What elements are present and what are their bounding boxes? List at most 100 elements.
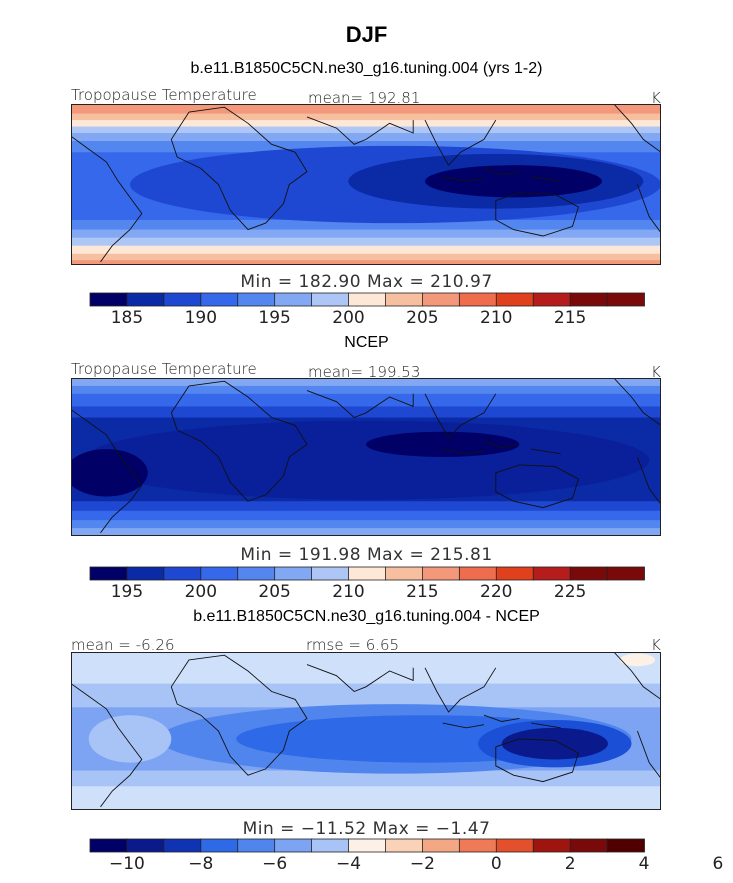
panel3-map [71, 652, 661, 810]
panel2-variable-label: Tropopause Temperature [71, 360, 257, 378]
coastline [483, 167, 520, 176]
coastline [442, 176, 485, 182]
colorbar-segment [532, 292, 572, 307]
contour-region [88, 715, 172, 763]
panel3-rmse-key: rmse = [306, 636, 361, 654]
panel3-units: K [651, 636, 661, 654]
colorbar-segment [495, 566, 535, 581]
panel1-mean-label: mean= 192.81 [308, 89, 420, 107]
colorbar-segment [126, 292, 165, 307]
panel3-mean-label: mean = -6.26 [71, 636, 174, 654]
panel3-mean-key: mean = [71, 636, 131, 654]
colorbar-tick-label: 210 [332, 582, 365, 602]
colorbar-segment [348, 566, 387, 581]
contour-region [425, 165, 602, 198]
panel1-units: K [651, 89, 661, 107]
colorbar-tick-label: 195 [110, 582, 144, 602]
coastline [636, 184, 661, 234]
colorbar-segment [311, 292, 350, 307]
colorbar-tick-label: −10 [108, 854, 145, 874]
coastline [613, 104, 661, 153]
contour-band [71, 385, 661, 395]
panel2-colorbar [89, 566, 645, 581]
colorbar-segment [606, 838, 645, 853]
coastline [613, 378, 661, 426]
contour-band [71, 253, 661, 262]
colorbar-segment [606, 566, 645, 581]
coastline [495, 192, 579, 237]
colorbar-segment [237, 292, 276, 307]
panel2-mean-label: mean= 199.53 [308, 363, 420, 381]
panel1-variable-label: Tropopause Temperature [71, 86, 257, 104]
coastline [531, 176, 561, 182]
contour-band [71, 510, 661, 522]
panel2-title: NCEP [344, 334, 389, 351]
colorbar-segment [385, 838, 424, 853]
contour-band [71, 245, 661, 255]
contour-band [71, 528, 661, 536]
colorbar-tick-label: −6 [262, 854, 288, 874]
contour-band [71, 501, 661, 512]
colorbar-segment [385, 566, 424, 581]
colorbar-segment [385, 292, 424, 307]
colorbar-segment [89, 292, 128, 307]
colorbar-segment [311, 838, 350, 853]
colorbar-segment [237, 838, 276, 853]
contour-region [619, 653, 656, 667]
panel1-minmax: Min = 182.90 Max = 210.97 [240, 272, 493, 292]
colorbar-segment [569, 566, 608, 581]
contour-band [71, 786, 661, 810]
colorbar-segment [89, 838, 128, 853]
coastline [170, 106, 308, 231]
colorbar-segment [348, 838, 387, 853]
coastline [424, 119, 497, 166]
colorbar-tick-label: 210 [480, 308, 513, 328]
colorbar-segment [200, 566, 239, 581]
colorbar-segment [348, 292, 387, 307]
map-frame [71, 378, 661, 536]
contour-band [71, 520, 661, 530]
coastline [636, 730, 661, 779]
colorbar-segment [532, 838, 572, 853]
colorbar-segment [495, 838, 535, 853]
colorbar-segment [569, 838, 608, 853]
colorbar-segment [458, 838, 498, 853]
colorbar-tick-label: 0 [490, 854, 502, 874]
contour-band [71, 229, 661, 239]
colorbar-tick-label: 2 [564, 854, 576, 874]
contour-band [71, 219, 661, 231]
contour-region [71, 449, 148, 497]
coastline [424, 393, 497, 439]
panel1-mean-value: 192.81 [367, 89, 421, 107]
colorbar-segment [237, 566, 276, 581]
colorbar-tick-label: −2 [409, 854, 435, 874]
coastline [442, 722, 485, 729]
contour-band [71, 132, 661, 143]
contour-band [71, 378, 661, 387]
colorbar-segment [89, 566, 128, 581]
panel3-title: b.e11.B1850C5CN.ne30_g16.tuning.004 - NC… [193, 608, 540, 625]
colorbar-tick-label: 4 [638, 854, 650, 874]
colorbar-segment [458, 292, 498, 307]
contour-band [71, 393, 661, 408]
colorbar-segment [311, 566, 350, 581]
contour-band [71, 652, 661, 685]
coastline [636, 456, 661, 505]
coastline [71, 409, 143, 534]
contour-region [82, 420, 650, 500]
coastline [531, 448, 561, 455]
colorbar-segment [163, 838, 202, 853]
coastline [71, 683, 143, 808]
colorbar-segment [421, 566, 461, 581]
contour-region [501, 727, 608, 760]
colorbar-segment [495, 292, 535, 307]
panel1-title: b.e11.B1850C5CN.ne30_g16.tuning.004 (yrs… [190, 60, 543, 77]
colorbar-segment [458, 566, 498, 581]
contour-band [71, 683, 661, 709]
colorbar-segment [421, 838, 461, 853]
contour-band [71, 237, 661, 247]
coastline [170, 654, 308, 776]
coastline [495, 464, 579, 509]
colorbar-segment [606, 292, 645, 307]
colorbar-tick-label: 185 [110, 308, 144, 328]
